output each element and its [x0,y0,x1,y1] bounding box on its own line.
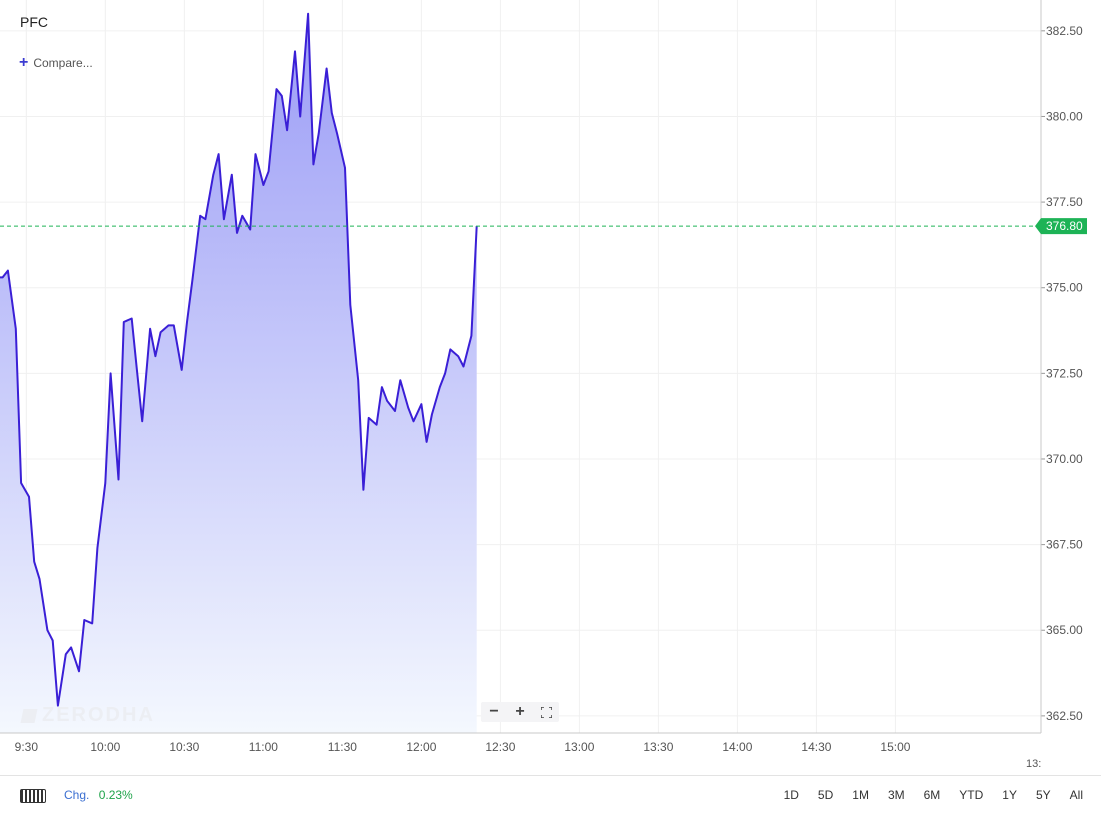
x-tick-label: 10:30 [169,740,199,754]
series-area [0,13,477,733]
fullscreen-icon [540,706,552,718]
x-tick-label: 11:30 [328,740,357,754]
chart-canvas[interactable]: 362.50 365.00 367.50 370.00 372.50 375.00 377.… [0,0,1101,775]
x-tick-label: 13:00 [564,740,594,754]
range-1y[interactable]: 1Y [1002,788,1017,802]
chart-footer: Chg. 0.23% 1D 5D 1M 3M 6M YTD 1Y 5Y All [0,775,1101,818]
symbol-title: PFC [20,14,48,30]
x-tick-label: 10:00 [90,740,120,754]
keyboard-icon[interactable] [20,789,46,803]
range-selector: 1D 5D 1M 3M 6M YTD 1Y 5Y All [765,788,1083,802]
x-tick-label: 14:30 [801,740,831,754]
x-tick-label: 13:30 [643,740,673,754]
x-tick-label: 15:00 [880,740,910,754]
series-line [0,12,478,707]
change-indicator: Chg. 0.23% [64,788,133,802]
compare-label: Compare... [33,56,93,70]
zoom-controls: − + [481,702,559,722]
y-tick-label: 382.50 [1046,24,1083,38]
y-tick-label: 362.50 [1046,709,1083,723]
y-tick-label: 367.50 [1046,538,1083,552]
last-price-tag [1035,218,1087,235]
watermark-text: ZERODHA [42,704,155,726]
y-tick-label: 377.50 [1046,195,1083,209]
price-chart[interactable]: 362.50 365.00 367.50 370.00 372.50 375.00 377.… [0,0,1101,775]
zoom-in-button[interactable]: + [515,703,525,720]
fullscreen-button[interactable] [533,702,559,722]
x-tick-label: 12:00 [406,740,436,754]
watermark-logo: ZERODHA [20,704,155,727]
axes: 362.50 365.00 367.50 370.00 372.50 375.00 377.… [0,0,1087,770]
change-value: 0.23% [98,788,133,802]
range-1d[interactable]: 1D [783,788,799,802]
x-tick-label: 9:30 [15,740,39,754]
logo-mark-icon [20,708,38,723]
range-ytd[interactable]: YTD [959,788,984,802]
change-label: Chg. [64,788,90,802]
y-tick-label: 370.00 [1046,452,1083,466]
y-tick-label: 372.50 [1046,366,1083,380]
x-tick-label: 11:00 [249,740,278,754]
last-price-label: 376.80 [1046,219,1083,233]
x-tick-label: 12:30 [485,740,515,754]
range-3m[interactable]: 3M [887,788,905,802]
range-5d[interactable]: 5D [817,788,834,802]
range-all[interactable]: All [1069,788,1083,802]
range-6m[interactable]: 6M [923,788,941,802]
y-tick-label: 375.00 [1046,281,1083,295]
y-tick-label: 380.00 [1046,109,1083,123]
x-tick-label-cut: 13: [1026,758,1041,770]
series-layer [0,12,478,733]
zoom-out-button[interactable]: − [489,703,499,720]
range-1m[interactable]: 1M [852,788,869,802]
compare-button[interactable]: + Compare... [19,54,93,71]
range-5y[interactable]: 5Y [1035,788,1051,802]
plus-icon: + [19,54,29,71]
x-tick-label: 14:00 [722,740,752,754]
y-tick-label: 365.00 [1046,623,1083,637]
